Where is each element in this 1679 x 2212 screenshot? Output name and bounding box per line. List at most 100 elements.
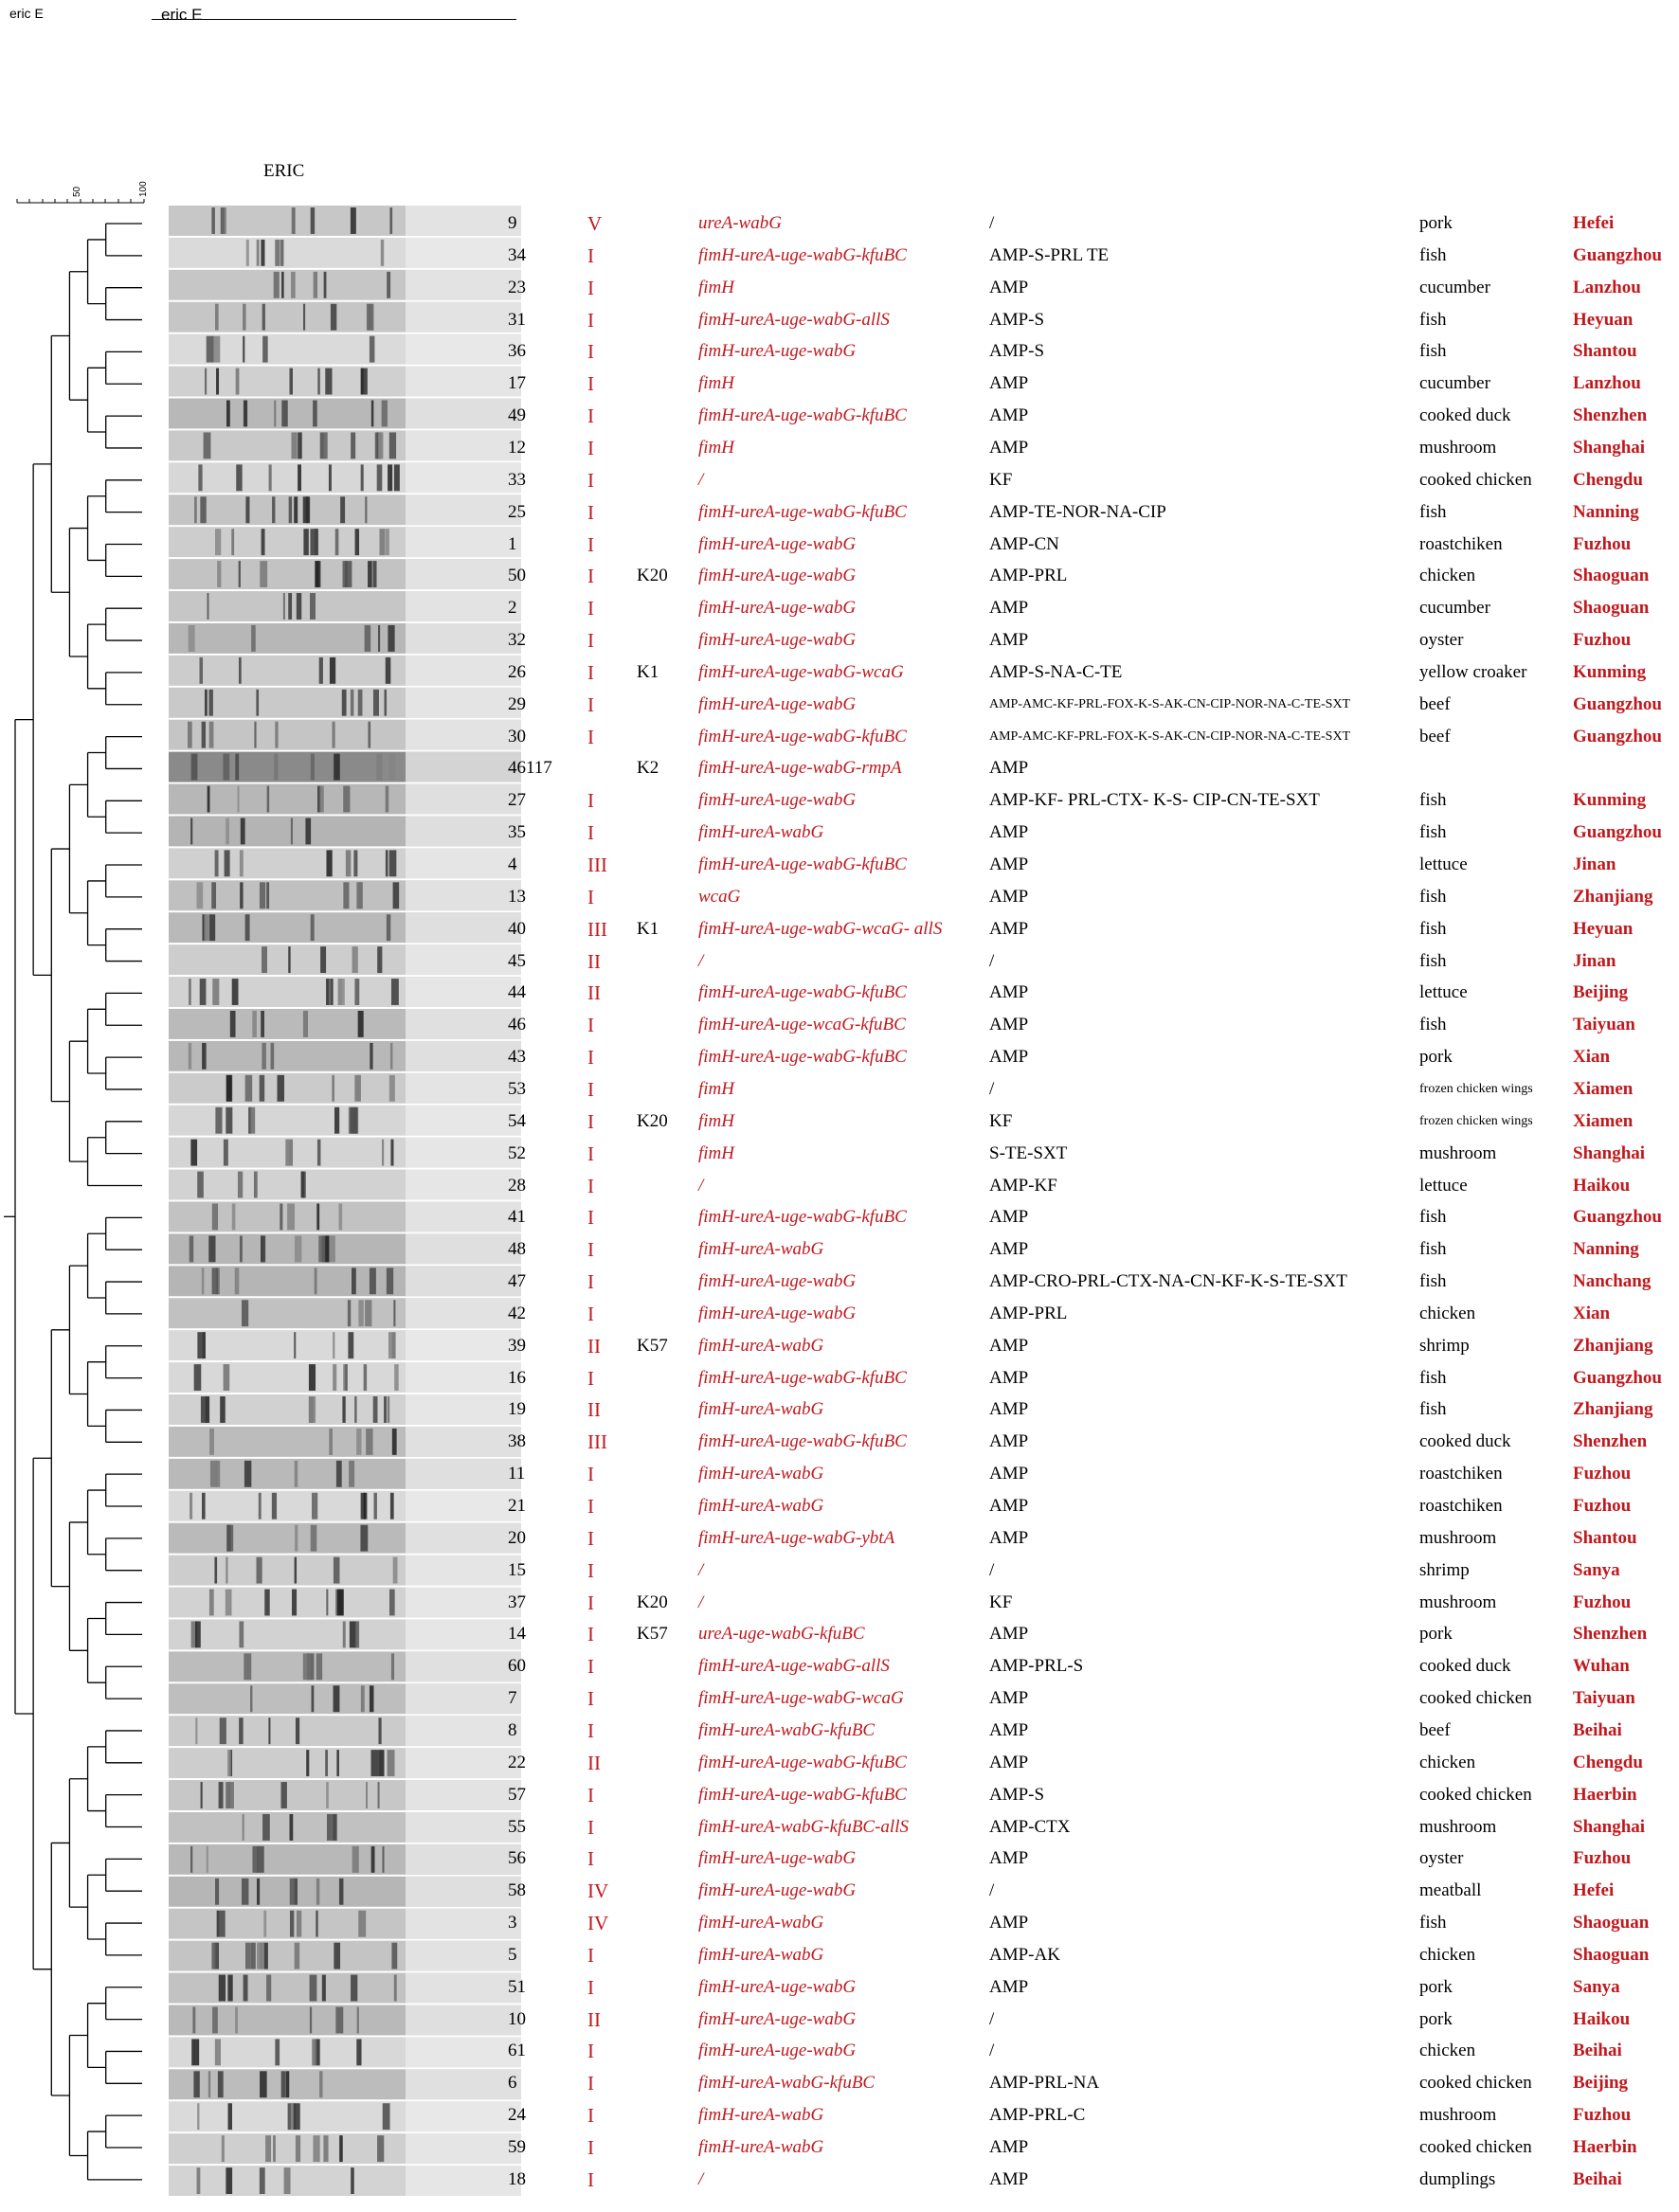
cluster-type: III [587, 917, 607, 941]
gel-band [310, 593, 316, 620]
gel-band [214, 850, 219, 877]
gel-band [245, 239, 249, 266]
gel-band [333, 1364, 337, 1392]
gel-band [262, 1042, 266, 1070]
city: Shaoguan [1573, 566, 1650, 586]
gel-band [378, 432, 384, 459]
gel-band [391, 1428, 397, 1455]
gel-band [207, 785, 210, 813]
gel-band [298, 432, 302, 459]
isolate-id: 55 [508, 1816, 526, 1837]
city: Lanzhou [1573, 373, 1641, 394]
city: Haerbin [1573, 1784, 1637, 1805]
city: Zhanjiang [1573, 886, 1653, 907]
gel-band [354, 1396, 357, 1423]
gel-band [266, 785, 270, 813]
resistance-profile: AMP-PRL [989, 1303, 1068, 1323]
resistance-profile: AMP-PRL-C [989, 2105, 1086, 2126]
resistance-profile: AMP [989, 2168, 1029, 2189]
food-source: fish [1419, 1239, 1447, 1260]
resistance-profile: AMP-KF [989, 1175, 1057, 1196]
city: Fuzhou [1573, 630, 1632, 651]
cluster-type: I [587, 1783, 594, 1807]
virulence-genes: fimH [698, 373, 734, 394]
isolate-id: 23 [508, 277, 526, 297]
gel-band [388, 1332, 392, 1359]
city: Xiamen [1573, 1110, 1634, 1131]
gel-band [326, 850, 333, 877]
gel-band [323, 2135, 329, 2163]
gel-band [389, 207, 393, 234]
gel-band [325, 368, 333, 395]
gel-band [354, 529, 360, 556]
gel-band [265, 2135, 272, 2163]
gel-band [208, 1589, 214, 1616]
gel-band [262, 946, 267, 974]
gel-band [390, 1139, 394, 1166]
header-left-label: eric E [9, 6, 44, 21]
cluster-type: II [587, 981, 601, 1005]
gel-band [268, 1717, 271, 1745]
gel-band [295, 1524, 298, 1552]
gel-band [302, 303, 306, 331]
gel-band [365, 496, 368, 524]
cluster-type: I [587, 308, 594, 332]
gel-band [218, 1782, 224, 1808]
isolate-id: 60 [508, 1656, 526, 1677]
virulence-genes: fimH-ureA-wabG [698, 822, 824, 843]
city: Haikou [1573, 2008, 1631, 2029]
gel-band [305, 818, 312, 845]
dendrogram [4, 223, 142, 2181]
city: Chengdu [1573, 469, 1643, 490]
gel-band [212, 2006, 218, 2034]
gel-band [221, 2135, 225, 2163]
gel-band [241, 1878, 249, 1905]
gel-band [205, 1396, 210, 1423]
gel-band [393, 464, 400, 492]
isolate-id: 3 [508, 1913, 517, 1933]
gel-band [329, 656, 336, 684]
gel-band [370, 400, 374, 427]
gel-band [226, 1524, 234, 1552]
virulence-genes: fimH-ureA-uge-wabG-wcaG- allS [698, 918, 943, 939]
gel-band [201, 1492, 206, 1520]
resistance-profile: AMP-AMC-KF-PRL-FOX-K-S-AK-CN-CIP-NOR-NA-… [989, 696, 1351, 711]
gel-band [310, 529, 318, 556]
gel-band [188, 721, 192, 748]
gel-band [302, 496, 311, 524]
virulence-genes: fimH-ureA-uge-wabG [698, 693, 857, 714]
food-source: roastchiken [1419, 533, 1503, 554]
gel-band [373, 1492, 377, 1520]
city: Shaoguan [1573, 598, 1650, 619]
gel-band [209, 1428, 214, 1455]
gel-band [242, 1300, 249, 1327]
cluster-type: I [587, 1687, 594, 1711]
eric-gel-image [169, 206, 521, 2196]
cluster-type: I [587, 629, 594, 653]
cluster-type: I [587, 789, 594, 813]
gel-band [326, 1813, 334, 1841]
gel-band [323, 432, 328, 459]
gel-band [382, 2103, 390, 2131]
isolate-id: 6 [508, 2073, 517, 2094]
gel-band [240, 882, 244, 909]
isolate-row: 58 IV fimH-ureA-uge-wabG / meatball Hefei [0, 1875, 1679, 1907]
gel-band [261, 529, 265, 556]
gel-band [215, 1460, 221, 1487]
gel-band [294, 1556, 298, 1584]
gel-band [393, 1974, 397, 2002]
city: Xian [1573, 1047, 1611, 1068]
food-source: fish [1419, 309, 1447, 330]
gel-band [343, 882, 350, 909]
isolate-id: 18 [508, 2168, 526, 2189]
gel-band [334, 1106, 340, 1134]
gel-band [296, 593, 302, 620]
isolate-id: 25 [508, 501, 526, 522]
isolate-id: 11 [508, 1464, 526, 1484]
gel-band [338, 1203, 343, 1231]
